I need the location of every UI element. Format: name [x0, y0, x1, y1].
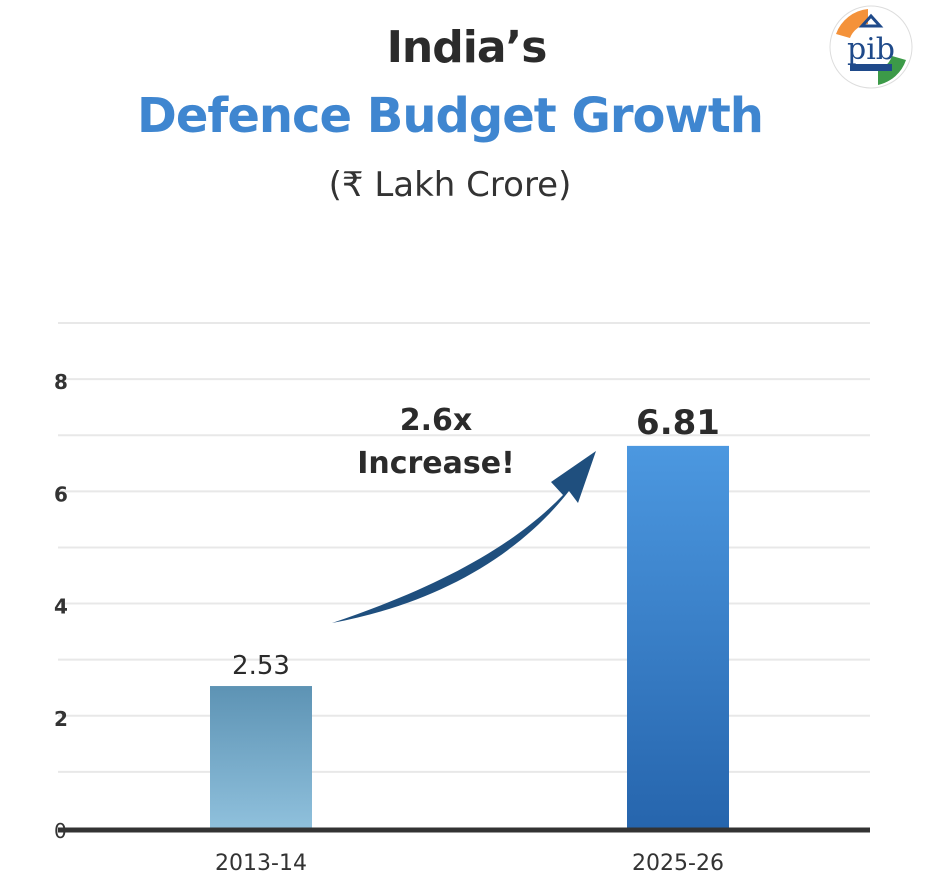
svg-text:pib: pib	[847, 32, 895, 67]
x-tick-label: 2025-26	[632, 851, 724, 876]
gridlines	[58, 322, 870, 773]
pib-logo: pib	[829, 5, 913, 89]
y-tick-label: 8	[54, 370, 68, 394]
value-labels: 2.53 6.81	[232, 403, 720, 681]
chart-title-line2: Defence Budget Growth	[137, 88, 764, 144]
annotation-multiplier: 2.6x	[400, 403, 473, 438]
bars	[210, 445, 729, 828]
value-label: 2.53	[232, 651, 290, 681]
y-axis-ticks: 02468	[54, 370, 68, 843]
bar-2025-26	[627, 445, 729, 828]
chart-subtitle: (₹ Lakh Crore)	[328, 165, 572, 205]
x-tick-label: 2013-14	[215, 851, 307, 876]
x-axis-labels: 2013-14 2025-26	[215, 851, 724, 876]
value-label: 6.81	[636, 403, 720, 443]
y-tick-label: 6	[54, 482, 68, 506]
y-tick-label: 2	[54, 707, 68, 731]
chart-title-line1: India’s	[386, 22, 548, 73]
y-tick-label: 4	[54, 595, 68, 619]
bar-2013-14	[210, 686, 312, 828]
annotation-increase: Increase!	[357, 446, 515, 481]
